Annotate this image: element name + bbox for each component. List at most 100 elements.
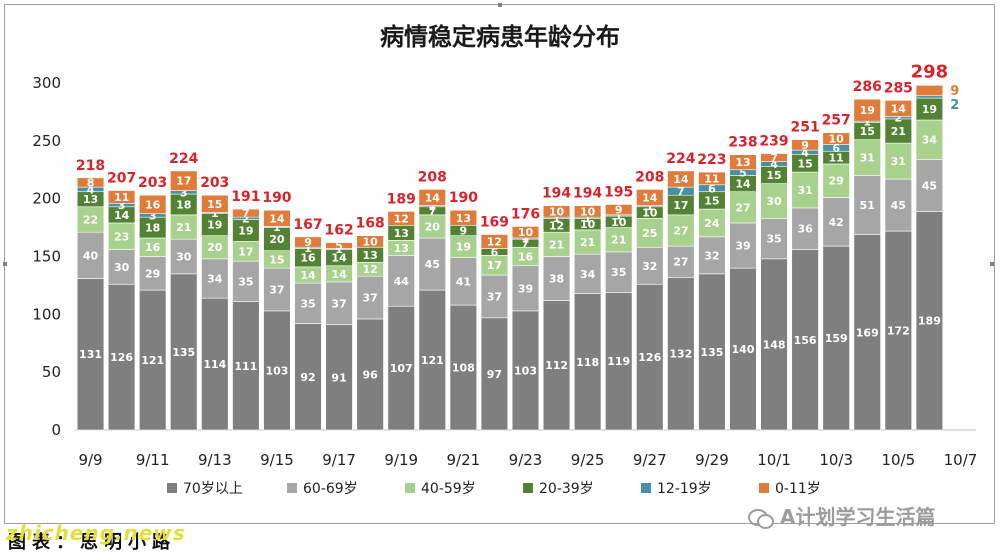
bar-segment xyxy=(449,304,478,431)
bar-value-label: 1 xyxy=(304,242,312,255)
bar-value-label: 118 xyxy=(576,356,599,369)
bar-segment xyxy=(511,265,540,312)
bar-value-label: 131 xyxy=(79,348,102,361)
bar-segment xyxy=(356,235,384,248)
bar-segment xyxy=(667,245,695,278)
bar-value-label: 91 xyxy=(331,371,346,384)
bar-value-label: 30 xyxy=(176,251,192,264)
bar-value-label: 13 xyxy=(83,193,98,206)
legend-swatch xyxy=(641,483,651,493)
bar-value-label: 37 xyxy=(362,292,377,305)
bar-total-label: 195 xyxy=(604,184,633,200)
bar-segment xyxy=(760,258,788,431)
bar-value-label: 15 xyxy=(766,169,781,182)
bar-value-label: 10 xyxy=(549,205,565,218)
bar-value-label: 7 xyxy=(770,152,778,165)
bar-segment xyxy=(107,190,136,204)
bar-value-label: 13 xyxy=(362,249,377,262)
bar-value-label: 132 xyxy=(669,348,692,361)
bar-segment xyxy=(605,227,633,253)
bar-total-label: 207 xyxy=(107,171,136,187)
bar-segment xyxy=(853,139,881,176)
bar-value-label: 4 xyxy=(87,183,95,196)
bar-segment xyxy=(76,278,105,431)
bar-segment xyxy=(76,231,105,279)
bar-value-label: 112 xyxy=(545,359,568,372)
bar-total-label: 223 xyxy=(697,152,726,168)
bar-value-label: 14 xyxy=(300,269,316,282)
wechat-watermark: A计划学习生活篇 xyxy=(748,501,935,530)
bar-value-label: 23 xyxy=(114,230,129,243)
side-label: 9 xyxy=(950,84,959,99)
bar-value-label: 39 xyxy=(735,240,750,253)
x-tick-label: 9/25 xyxy=(571,451,605,469)
bar-value-label: 12 xyxy=(487,235,502,248)
x-tick-label: 9/29 xyxy=(695,451,729,469)
bar-value-label: 34 xyxy=(207,272,223,285)
bar-total-label: 238 xyxy=(728,135,757,151)
bar-value-label: 25 xyxy=(642,227,657,240)
bar-value-label: 103 xyxy=(265,364,288,377)
bar-value-label: 29 xyxy=(145,267,160,280)
bar-segment xyxy=(884,100,912,117)
bar-value-label: 24 xyxy=(704,217,720,230)
bar-total-label: 208 xyxy=(635,169,664,185)
bar-value-label: 92 xyxy=(300,371,315,384)
bar-value-label: 140 xyxy=(731,343,754,356)
bar-total-label: 208 xyxy=(418,169,447,185)
bar-value-label: 20 xyxy=(269,233,285,246)
bar-value-label: 3 xyxy=(180,186,188,199)
bar-segment xyxy=(698,171,726,186)
bar-value-label: 17 xyxy=(176,175,191,188)
bar-total-label: 190 xyxy=(262,190,291,206)
bar-segment xyxy=(884,178,912,232)
bar-segment xyxy=(232,208,260,218)
bar-value-label: 11 xyxy=(829,152,844,165)
bar-segment xyxy=(605,251,633,293)
bar-segment xyxy=(139,289,167,431)
bar-segment xyxy=(667,277,695,431)
bar-total-label: 298 xyxy=(911,61,949,82)
bar-value-label: 14 xyxy=(331,268,347,281)
bar-value-label: 27 xyxy=(735,201,750,214)
bar-value-label: 20 xyxy=(207,241,223,254)
bar-total-label: 257 xyxy=(822,113,851,129)
bar-segment xyxy=(170,238,198,275)
bar-value-label: 7 xyxy=(522,237,530,250)
bar-value-label: 34 xyxy=(922,134,938,147)
bar-segment xyxy=(418,189,446,206)
bar-segment xyxy=(884,230,912,431)
bar-segment xyxy=(698,273,726,431)
bar-value-label: 17 xyxy=(673,199,688,212)
bar-value-label: 126 xyxy=(110,351,133,364)
bar-total-label: 162 xyxy=(324,223,353,239)
bar-value-label: 35 xyxy=(611,266,626,279)
bar-value-label: 19 xyxy=(860,104,875,117)
bar-segment xyxy=(791,171,819,209)
y-tick-label: 100 xyxy=(32,305,61,323)
bar-value-label: 10 xyxy=(580,205,596,218)
bar-value-label: 30 xyxy=(766,195,782,208)
bar-value-label: 15 xyxy=(269,253,284,266)
bar-total-label: 285 xyxy=(884,80,913,96)
bar-value-label: 13 xyxy=(394,242,409,255)
bar-value-label: 16 xyxy=(300,252,316,265)
y-tick-label: 200 xyxy=(32,190,61,208)
legend-swatch xyxy=(287,483,297,493)
bar-segment xyxy=(636,283,664,431)
bar-total-label: 189 xyxy=(387,191,416,207)
bar-value-label: 21 xyxy=(891,125,906,138)
bar-segment xyxy=(636,218,664,248)
legend-label: 12-19岁 xyxy=(657,481,712,497)
bar-value-label: 3 xyxy=(118,199,126,212)
bar-value-label: 7 xyxy=(677,185,685,198)
bar-segment xyxy=(511,226,540,239)
bar-value-label: 111 xyxy=(234,360,257,373)
legend-swatch xyxy=(759,483,769,493)
wechat-watermark-text: A计划学习生活篇 xyxy=(780,505,936,529)
legend-swatch xyxy=(167,483,177,493)
bar-segment xyxy=(791,139,819,151)
bar-value-label: 31 xyxy=(891,155,906,168)
bar-value-label: 41 xyxy=(456,275,471,288)
bar-segment xyxy=(729,222,757,269)
